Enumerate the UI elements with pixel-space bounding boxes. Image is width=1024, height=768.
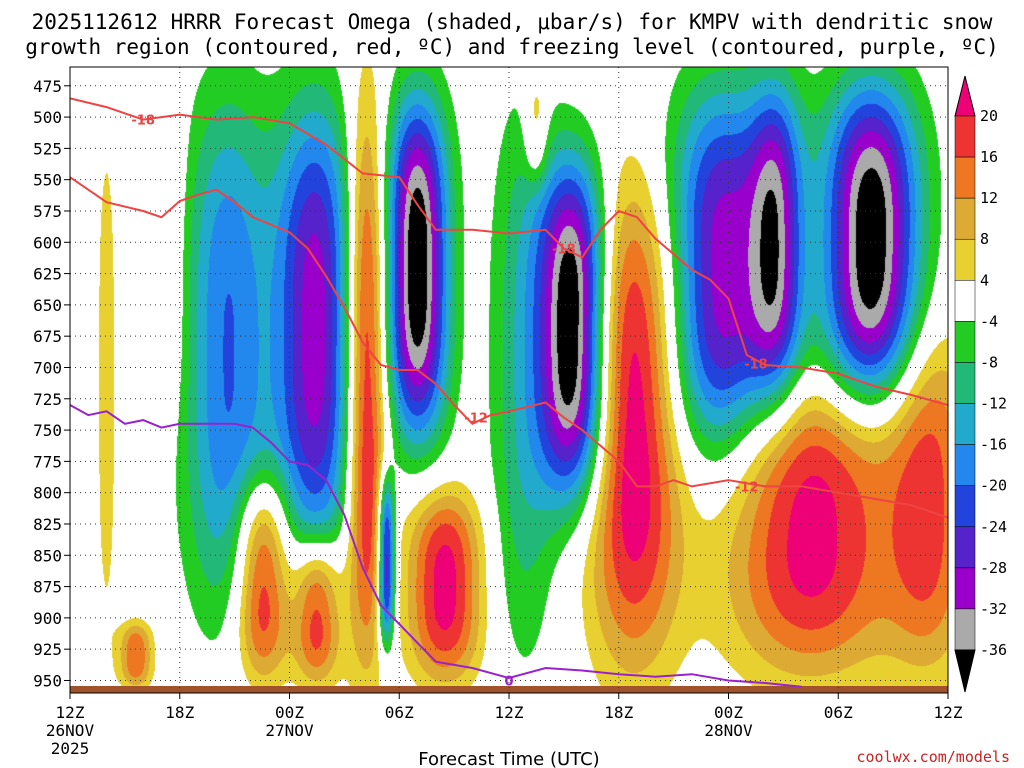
contour-label: -12 [735, 480, 759, 495]
y-tick-label: 500 [33, 108, 62, 127]
x-tick-label: 00Z [275, 703, 304, 722]
y-tick-label: 800 [33, 484, 62, 503]
colorbar-band [954, 526, 976, 569]
colorbar-label: 8 [980, 230, 989, 248]
colorbar-band [954, 403, 976, 445]
y-tick-label: 850 [33, 546, 62, 565]
y-tick-label: 625 [33, 265, 62, 284]
y-tick-label: 575 [33, 202, 62, 221]
colorbar-band [954, 362, 976, 404]
x-axis-label: Forecast Time (UTC) [418, 749, 599, 768]
contour-freezing-level-0 [70, 404, 802, 688]
x-tick-label: 12Z [934, 703, 963, 722]
contour-dgz-upper-18 [70, 97, 948, 406]
x-tick-date: 26NOV [46, 721, 95, 740]
colorbar: 20 16 12 8 4 -4 -8 -12 -16 -20 -24 -28 -32 -36 [954, 75, 1007, 693]
y-tick-label: 750 [33, 421, 62, 440]
contour-label: -18 [552, 243, 576, 258]
colorbar-band [954, 197, 976, 240]
colorbar-band [954, 608, 976, 651]
x-tick-label: 06Z [824, 703, 853, 722]
contour-lines: -18 -18 -18 -12 -12 0 [70, 97, 948, 689]
y-tick-label: 550 [33, 171, 62, 190]
colorbar-band [954, 444, 976, 486]
colorbar-label: -20 [980, 477, 1007, 495]
y-tick-label: 775 [33, 452, 62, 471]
colorbar-label: 20 [980, 107, 998, 125]
y-tick-label: 725 [33, 390, 62, 409]
colorbar-bottom-triangle [954, 649, 976, 693]
colorbar-label: 12 [980, 189, 998, 207]
colorbar-label: -12 [980, 395, 1007, 413]
chart-title-line1: 2025112612 HRRR Forecast Omega (shaded, … [32, 10, 993, 34]
y-tick-label: 875 [33, 578, 62, 597]
colorbar-band [954, 238, 976, 281]
y-tick-label: 525 [33, 139, 62, 158]
y-tick-label: 825 [33, 515, 62, 534]
y-tick-label: 950 [33, 671, 62, 690]
x-tick-label: 18Z [604, 703, 633, 722]
colorbar-band [954, 280, 976, 322]
x-tick-year: 2025 [51, 739, 90, 758]
contour-label: -18 [744, 358, 768, 373]
terrain-band [70, 686, 948, 693]
colorbar-label: -8 [980, 353, 998, 371]
contour-label: -18 [131, 114, 155, 129]
colorbar-top-triangle [954, 75, 976, 117]
contour-label: -12 [464, 412, 488, 427]
credit-text: coolwx.com/models [856, 748, 1010, 766]
y-axis: 475 500 525 550 575 600 625 650 675 700 725 750 775 8… [33, 77, 70, 690]
colorbar-label: -32 [980, 600, 1007, 618]
colorbar-label: -36 [980, 641, 1007, 659]
colorbar-band [954, 156, 976, 199]
colorbar-label: -28 [980, 559, 1007, 577]
colorbar-label: -16 [980, 436, 1007, 454]
colorbar-label: 4 [980, 271, 989, 289]
y-tick-label: 475 [33, 77, 62, 96]
colorbar-band [954, 567, 976, 610]
omega-shading [70, 67, 948, 693]
x-tick-label: 12Z [56, 703, 85, 722]
y-tick-label: 675 [33, 327, 62, 346]
colorbar-band [954, 321, 976, 363]
colorbar-label: -24 [980, 518, 1007, 536]
x-tick-label: 18Z [165, 703, 194, 722]
x-tick-label: 06Z [385, 703, 414, 722]
x-tick-date: 28NOV [704, 721, 753, 740]
contour-dgz-lower-12 [70, 176, 948, 519]
y-tick-label: 600 [33, 233, 62, 252]
y-tick-label: 925 [33, 640, 62, 659]
colorbar-band [954, 485, 976, 528]
chart-title-line2: growth region (contoured, red, ºC) and f… [25, 35, 999, 59]
x-tick-label: 00Z [714, 703, 743, 722]
x-tick-date: 27NOV [265, 721, 314, 740]
x-tick-label: 12Z [495, 703, 524, 722]
y-tick-label: 650 [33, 296, 62, 315]
y-tick-label: 900 [33, 609, 62, 628]
contour-label: 0 [504, 674, 513, 689]
colorbar-label: 16 [980, 148, 998, 166]
plot-area: -18 -18 -18 -12 -12 0 [70, 67, 948, 693]
colorbar-band [954, 115, 976, 158]
y-tick-label: 700 [33, 358, 62, 377]
colorbar-label: -4 [980, 312, 998, 330]
